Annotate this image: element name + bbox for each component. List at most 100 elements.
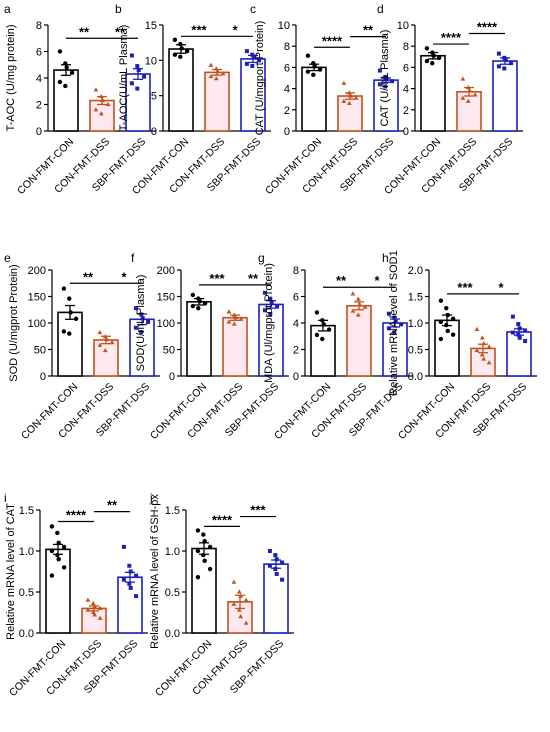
data-point bbox=[129, 81, 134, 86]
data-point bbox=[460, 95, 466, 100]
data-point bbox=[195, 548, 201, 554]
data-point bbox=[73, 316, 79, 321]
data-point bbox=[312, 64, 317, 69]
data-point bbox=[134, 594, 139, 599]
y-tick-label: 50 bbox=[163, 345, 175, 357]
panel-letter: j bbox=[149, 491, 153, 505]
data-point bbox=[178, 54, 183, 59]
data-point bbox=[357, 301, 363, 307]
data-point bbox=[202, 301, 208, 306]
data-point bbox=[353, 95, 359, 100]
bar bbox=[204, 71, 230, 132]
data-point bbox=[238, 614, 244, 619]
significance-label: **** bbox=[477, 19, 498, 34]
data-point bbox=[479, 335, 485, 340]
bar bbox=[258, 303, 284, 377]
data-point bbox=[195, 528, 201, 533]
data-point bbox=[85, 607, 91, 612]
data-point bbox=[450, 332, 456, 337]
data-point bbox=[136, 68, 141, 73]
data-point bbox=[93, 87, 99, 92]
data-point bbox=[320, 336, 325, 342]
data-point bbox=[196, 305, 201, 311]
data-point bbox=[257, 58, 262, 63]
data-point bbox=[146, 319, 151, 324]
data-point bbox=[49, 573, 55, 578]
data-point bbox=[85, 597, 91, 602]
data-point bbox=[314, 332, 320, 338]
y-tick-label: 0 bbox=[169, 371, 175, 383]
data-point bbox=[202, 558, 207, 564]
data-point bbox=[98, 111, 104, 116]
data-point bbox=[67, 296, 72, 301]
significance-label: *** bbox=[250, 503, 266, 518]
data-point bbox=[274, 571, 279, 576]
data-point bbox=[178, 41, 183, 47]
panel-letter: g bbox=[258, 251, 265, 265]
y-tick-label: 0 bbox=[40, 371, 46, 383]
data-point bbox=[133, 306, 138, 311]
y-tick-label: 1.0 bbox=[408, 318, 423, 330]
panel-letter: a bbox=[4, 2, 11, 16]
data-point bbox=[190, 303, 196, 309]
data-point bbox=[55, 552, 60, 558]
data-point bbox=[314, 310, 320, 315]
data-point bbox=[280, 560, 285, 565]
data-point bbox=[267, 549, 272, 553]
data-point bbox=[64, 65, 69, 70]
data-point bbox=[348, 93, 354, 98]
data-point bbox=[238, 316, 244, 321]
data-point bbox=[424, 46, 430, 51]
data-point bbox=[399, 322, 404, 327]
y-tick-label: 10 bbox=[278, 20, 290, 32]
data-point bbox=[341, 98, 347, 103]
data-point bbox=[523, 328, 528, 333]
data-point bbox=[436, 55, 442, 61]
y-tick-label: 10 bbox=[145, 55, 157, 67]
y-tick-label: 4 bbox=[284, 84, 290, 96]
y-tick-label: 2 bbox=[403, 105, 409, 117]
data-point bbox=[63, 83, 68, 89]
data-point bbox=[317, 67, 323, 72]
data-point bbox=[341, 80, 347, 85]
data-point bbox=[57, 79, 63, 85]
data-point bbox=[250, 63, 255, 68]
significance-label: ** bbox=[363, 23, 374, 38]
y-tick-label: 2 bbox=[36, 100, 42, 112]
y-tick-label: 0 bbox=[293, 371, 299, 383]
bar bbox=[168, 48, 194, 132]
data-point bbox=[172, 37, 178, 43]
data-point bbox=[392, 330, 397, 335]
data-point bbox=[109, 340, 115, 345]
significance-label: ** bbox=[248, 271, 259, 286]
data-point bbox=[386, 311, 391, 316]
bar bbox=[346, 304, 372, 377]
data-point bbox=[139, 312, 144, 317]
data-point bbox=[172, 52, 178, 57]
data-point bbox=[243, 597, 249, 602]
significance-label: ** bbox=[336, 273, 347, 288]
data-point bbox=[236, 589, 242, 594]
data-point bbox=[195, 575, 201, 580]
data-point bbox=[61, 286, 67, 291]
y-tick-label: 200 bbox=[28, 265, 46, 277]
y-tick-label: 200 bbox=[157, 265, 175, 277]
panel-letter: h bbox=[382, 251, 389, 265]
data-point bbox=[97, 342, 103, 347]
data-point bbox=[465, 98, 471, 103]
significance-label: **** bbox=[212, 512, 233, 527]
data-point bbox=[128, 585, 133, 590]
data-point bbox=[474, 326, 480, 331]
data-point bbox=[128, 569, 133, 574]
data-point bbox=[445, 312, 450, 318]
y-tick-label: 10 bbox=[397, 20, 409, 32]
data-point bbox=[430, 60, 435, 66]
data-point bbox=[135, 64, 140, 69]
y-tick-label: 6 bbox=[284, 62, 290, 74]
data-point bbox=[523, 339, 528, 344]
data-point bbox=[275, 304, 280, 309]
data-point bbox=[190, 292, 196, 298]
data-point bbox=[346, 90, 352, 95]
data-point bbox=[321, 322, 326, 327]
data-point bbox=[502, 55, 507, 60]
